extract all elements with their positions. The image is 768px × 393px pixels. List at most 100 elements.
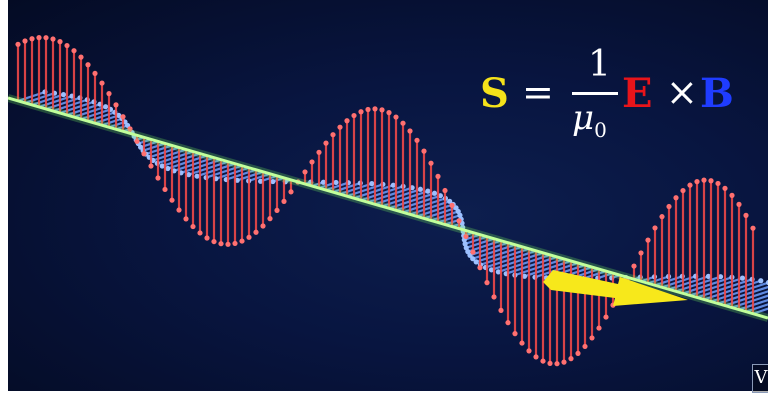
- electric-vector-tip: [288, 189, 293, 194]
- electric-vector-tip: [106, 91, 111, 96]
- electric-vector-tip: [281, 199, 286, 204]
- electric-vector-tip: [316, 150, 321, 155]
- electric-vector-tip: [589, 335, 594, 340]
- cross-product-sign: ×: [666, 70, 698, 114]
- electric-vector-tip: [183, 216, 188, 221]
- magnetic-vector-tip: [474, 259, 479, 264]
- electric-vector-tip: [687, 183, 692, 188]
- magnetic-vector-tip: [758, 278, 763, 283]
- electric-vector-tip: [323, 141, 328, 146]
- magnetic-vector-tip: [418, 187, 423, 192]
- electric-vector-tip: [673, 195, 678, 200]
- electric-vector-tip: [526, 348, 531, 353]
- poynting-formula: S = 1 μ0 E × B: [480, 44, 750, 154]
- electric-vector-tip: [64, 43, 69, 48]
- poynting-symbol: S: [480, 70, 509, 117]
- electric-vector-tip: [575, 351, 580, 356]
- magnetic-vector-tip: [425, 189, 430, 194]
- electric-vector-tip: [547, 361, 552, 366]
- electric-vector-tip: [204, 235, 209, 240]
- electric-vector-tip: [29, 36, 34, 41]
- magnetic-vector-tip: [369, 181, 374, 186]
- electric-vector-tip: [337, 125, 342, 130]
- magnetic-vector-tip: [432, 191, 437, 196]
- watermark-logo: V: [752, 364, 768, 393]
- electric-vector-tip: [568, 356, 573, 361]
- electric-vector-tip: [274, 208, 279, 213]
- magnetic-vector-tip: [194, 174, 199, 179]
- electric-vector-tip: [456, 218, 461, 223]
- electric-vector-tip: [680, 188, 685, 193]
- equals-sign: =: [522, 70, 554, 114]
- electric-vector-tip: [631, 263, 636, 268]
- electric-vector-tip: [659, 214, 664, 219]
- electric-vector-tip: [638, 250, 643, 255]
- electric-vector-tip: [512, 331, 517, 336]
- electric-vector-tip: [407, 128, 412, 133]
- electric-vector-tip: [694, 179, 699, 184]
- electric-vector-tip: [71, 48, 76, 53]
- electric-vector-tip: [365, 107, 370, 112]
- electric-vector-tip: [729, 193, 734, 198]
- electric-vector-tip: [246, 235, 251, 240]
- electric-vector-tip: [344, 118, 349, 123]
- electric-vector-tip: [148, 163, 153, 168]
- magnetic-vector-tip: [103, 104, 108, 109]
- wave-scene: S = 1 μ0 E × B: [8, 0, 768, 391]
- electric-vector-tip: [722, 186, 727, 191]
- electric-vector-tip: [603, 314, 608, 319]
- electric-vector-tip: [750, 226, 755, 231]
- electric-vector-tip: [92, 71, 97, 76]
- electric-vector-tip: [302, 169, 307, 174]
- electric-vector-tip: [113, 102, 118, 107]
- electric-vector-tip: [652, 225, 657, 230]
- electric-vector-tip: [309, 159, 314, 164]
- electric-vector-tip: [477, 265, 482, 270]
- electric-vector-tip: [57, 39, 62, 44]
- electric-vector-tip: [400, 121, 405, 126]
- electric-vector-tip: [197, 230, 202, 235]
- electric-vector-tip: [50, 36, 55, 41]
- electric-vector-tip: [393, 114, 398, 119]
- electric-vector-tip: [99, 80, 104, 85]
- fraction-denominator: μ0: [572, 98, 607, 142]
- electric-vector-tip: [428, 161, 433, 166]
- electric-vector-tip: [386, 110, 391, 115]
- electric-vector-tip: [743, 213, 748, 218]
- electric-vector-tip: [232, 241, 237, 246]
- electric-vector-tip: [176, 207, 181, 212]
- mu-subscript: 0: [594, 118, 607, 142]
- electric-field-symbol: E: [622, 70, 653, 117]
- electric-vector-tip: [435, 174, 440, 179]
- electric-vector-tip: [162, 187, 167, 192]
- electric-vector-tip: [666, 204, 671, 209]
- electric-vector-tip: [120, 114, 125, 119]
- electric-vector-tip: [330, 132, 335, 137]
- electric-vector-tip: [43, 35, 48, 40]
- electric-vector-tip: [533, 354, 538, 359]
- electric-vector-tip: [379, 107, 384, 112]
- electric-vector-tip: [372, 106, 377, 111]
- electric-vector-tip: [260, 223, 265, 228]
- electric-vector-tip: [225, 242, 230, 247]
- electric-vector-tip: [239, 238, 244, 243]
- fraction-numerator: 1: [588, 44, 611, 85]
- electric-vector-tip: [267, 216, 272, 221]
- electric-vector-tip: [78, 55, 83, 60]
- electric-vector-tip: [470, 250, 475, 255]
- mu-symbol: μ: [572, 98, 594, 138]
- electric-vector-tip: [701, 178, 706, 183]
- magnetic-field-symbol: B: [700, 70, 734, 117]
- electric-vector-tip: [449, 203, 454, 208]
- electric-vector-tip: [582, 344, 587, 349]
- electric-vector-tip: [155, 175, 160, 180]
- magnetic-vector-tip: [61, 92, 66, 97]
- electric-vector-tip: [253, 230, 258, 235]
- electric-vector-tip: [218, 241, 223, 246]
- electric-vector-tip: [540, 358, 545, 363]
- magnetic-vector-tip: [333, 180, 338, 185]
- electric-vector-tip: [15, 42, 20, 47]
- electric-vector-tip: [645, 238, 650, 243]
- electric-vector-tip: [491, 294, 496, 299]
- fraction-bar: [572, 92, 618, 95]
